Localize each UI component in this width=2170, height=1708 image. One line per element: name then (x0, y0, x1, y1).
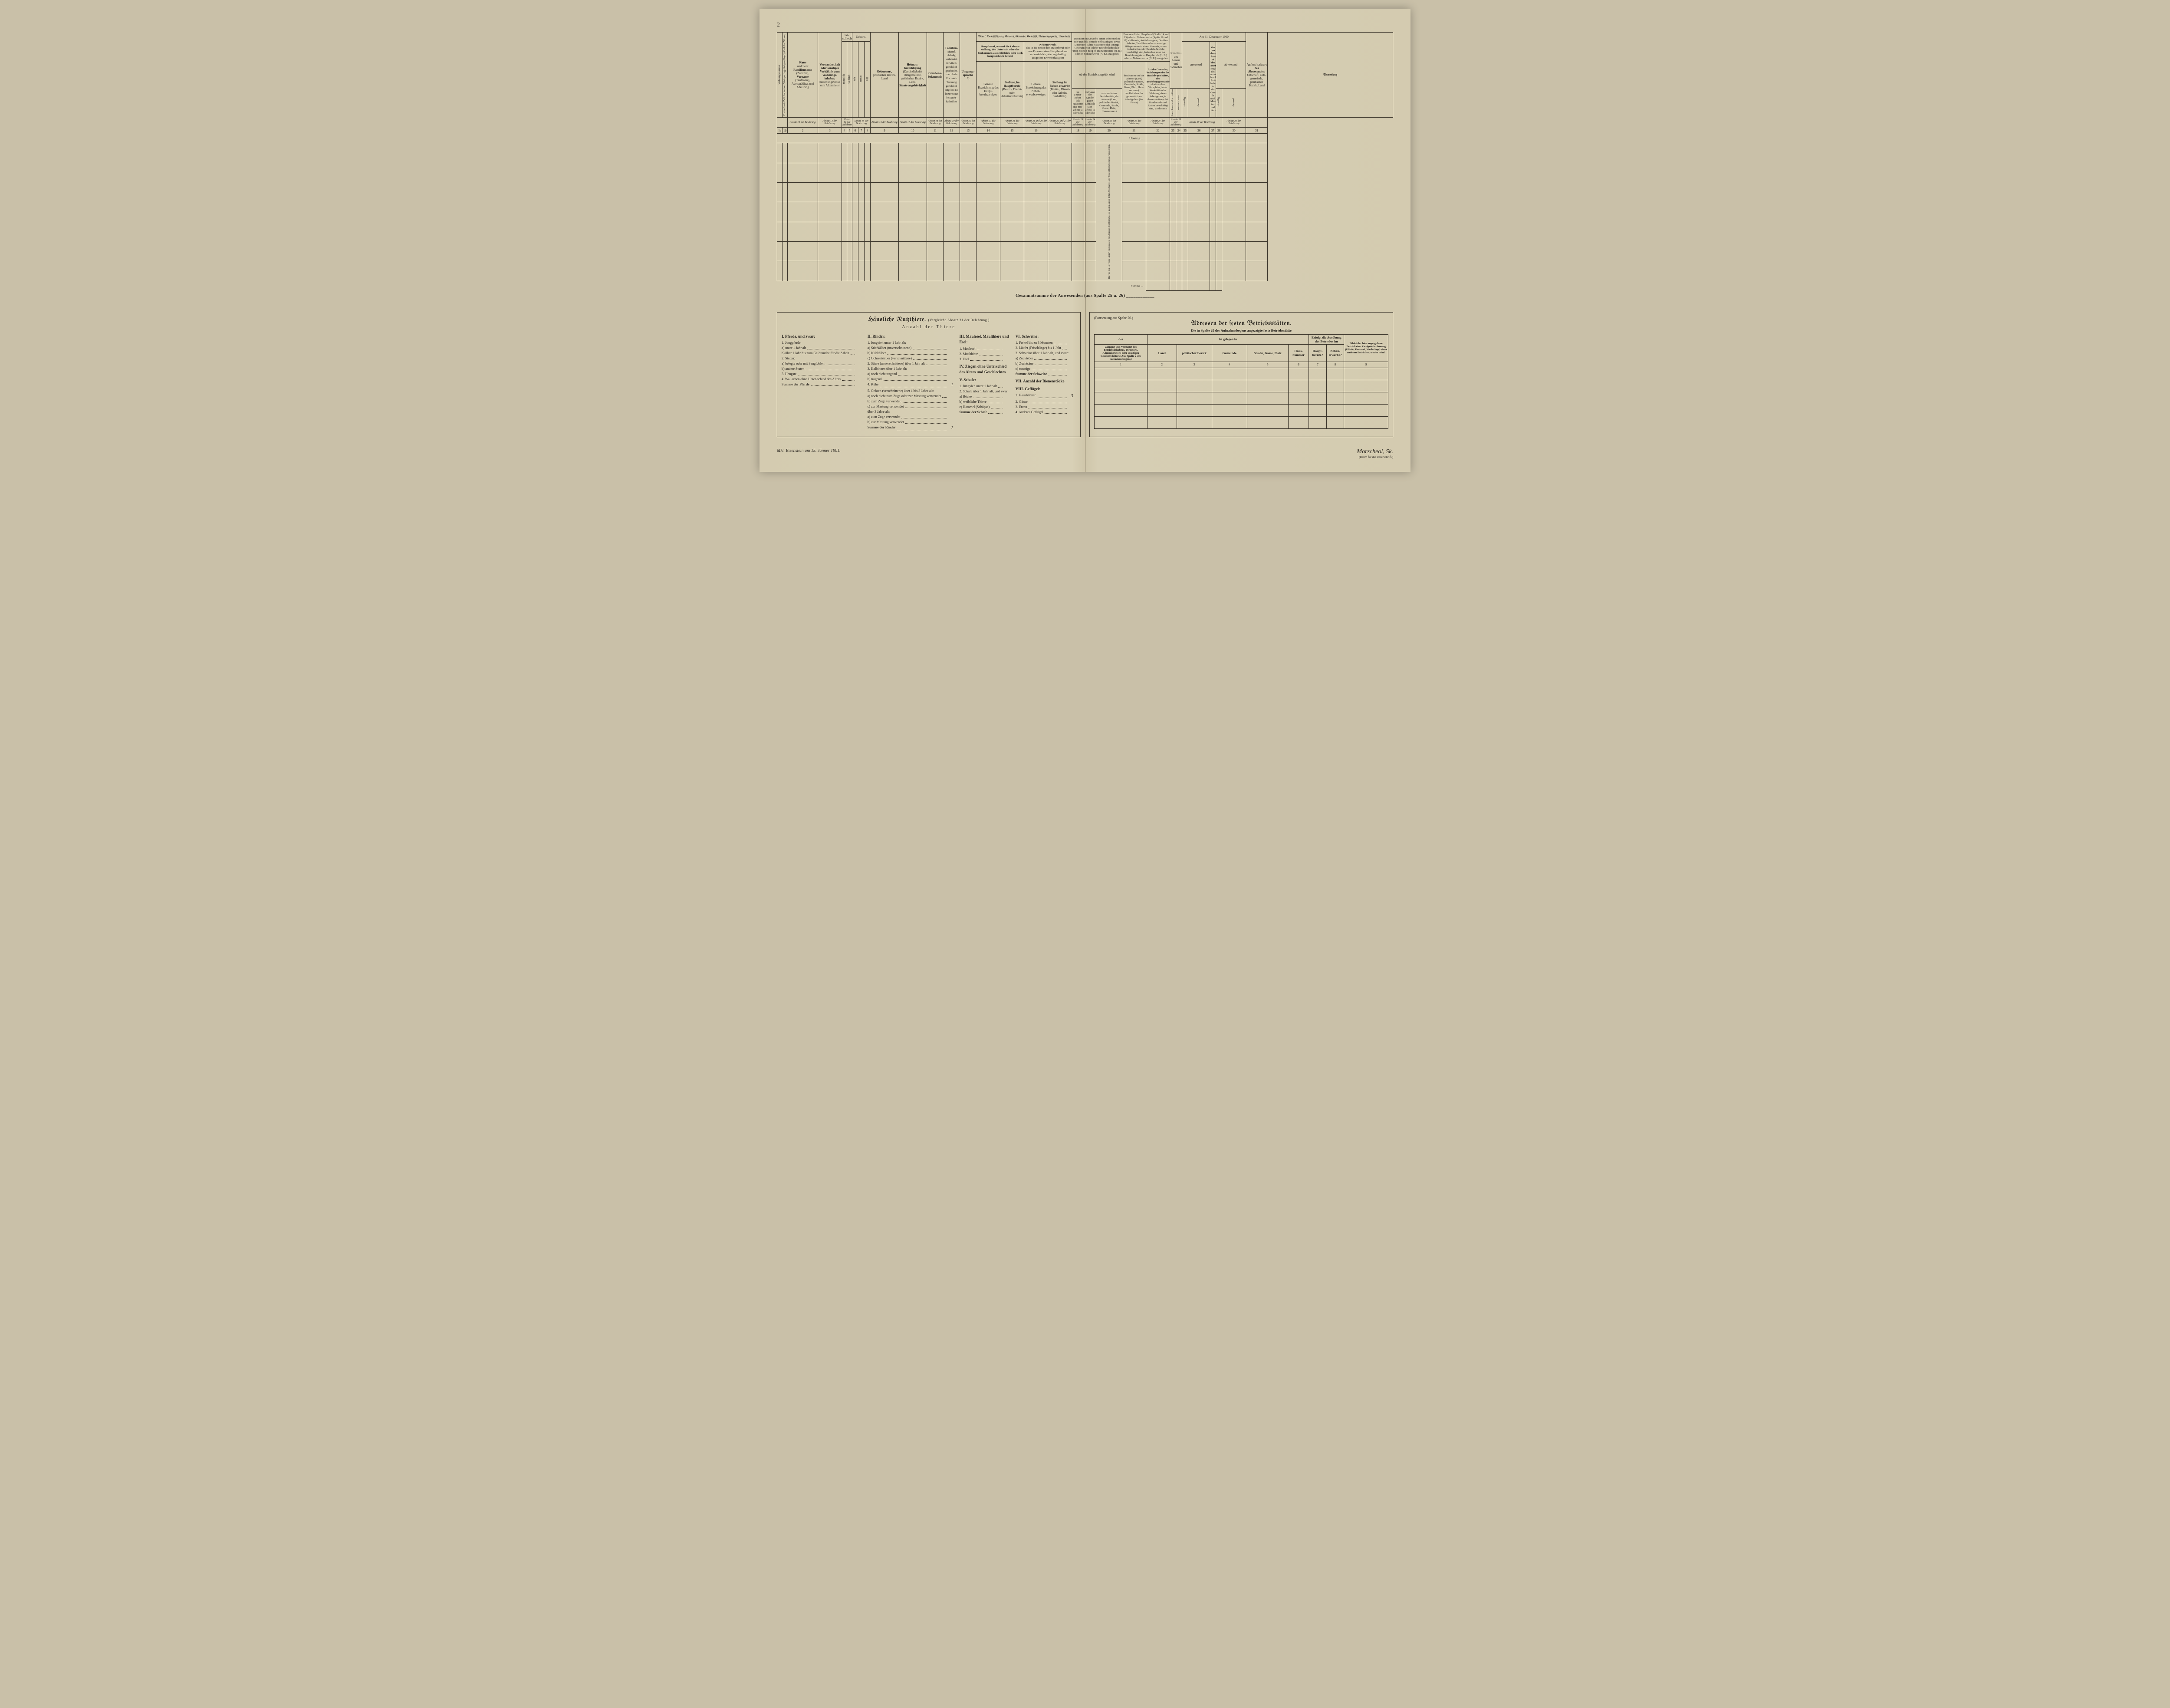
addresses-table: des ist gelegen in Erfolgt die Ausübung … (1094, 334, 1388, 429)
animals-col-1: I. Pferde, und zwar: 1. Jungpferde: a) u… (782, 332, 864, 432)
animals-section: Häusliche Nutzthiere. (Vergleiche Absatz… (777, 312, 1081, 438)
table-row (1095, 380, 1388, 392)
h-weiblich: weiblich (848, 75, 851, 84)
h-geburtsort: Geburtsort, politischer Bezirk, Land (871, 33, 899, 118)
census-form-page: 2 Wohnungsnummer Fortlaufende Zahl der i… (760, 9, 1410, 472)
h-bedienstete: Personen die im Hauptberuf (Spalte 14 un… (1122, 33, 1170, 62)
h-umgangssprache: Umgangs-sprache*) (960, 33, 976, 118)
animals-col-4: VI. Schweine: 1. Ferkel bis zu 3 Monaten… (1016, 332, 1076, 432)
table-row (1095, 416, 1388, 428)
h-aufenthalt: Aufent-haltsort des Abwesenden, Ortschaf… (1246, 33, 1268, 118)
h-col29: dauernd (1233, 98, 1236, 106)
h-betrieb: Die in einem Gewerbe, einem indu-striell… (1072, 33, 1122, 62)
h-name: Name und zwar Familienname(Zuname), Vorn… (788, 33, 818, 118)
addr-title: Adressen der festen Betriebsstätten. (1094, 320, 1388, 327)
addresses-section: (Fortsetzung aus Spalte 20.) Adressen de… (1089, 312, 1393, 438)
animals-col-3: III. Maulesel, Maulthiere und Esel: 1. M… (959, 332, 1012, 432)
h-col23: kann lesen und schreiben (1171, 89, 1174, 115)
h-date: Am 31. December 1900 (1182, 33, 1246, 42)
h-monat: Monat (860, 76, 863, 82)
h-col22: Art des Gewerbes, beziehungsweise des Ha… (1146, 62, 1170, 118)
h-col14: Genaue Bezeichnung des Haupt-berufszweig… (976, 62, 1000, 118)
h-hauptberuf: Hauptberuf, worauf die Lebens-stellung, … (976, 42, 1024, 62)
table-row (1095, 392, 1388, 404)
h-geburts: Geburts- (852, 33, 871, 42)
h-lesen: Kenntnis des Lesens und Schreibens (1170, 33, 1182, 89)
h-col18: im Umher-ziehen (als Hausierer oder Stör… (1072, 88, 1084, 118)
h-heimat: Heimats-berechtigung (Zuständigkeit), Or… (899, 33, 927, 118)
animals-title: Häusliche Nutzthiere. (Vergleiche Absatz… (782, 316, 1076, 323)
h-col26: dauernd (1197, 98, 1200, 106)
h-col28: zeitweilig (1217, 97, 1220, 108)
h-maennlich: männlich (843, 74, 846, 84)
animals-subtitle: Anzahl der Thiere (782, 325, 1076, 329)
h-nebenerwerb: Nebenerwerb, das ist die neben dem Haupt… (1024, 42, 1072, 62)
h-col26b: Von den dauernd Anwesenden ist hier anzu… (1210, 42, 1216, 118)
h-col21: den Namen und die Adresse (Land, politis… (1122, 62, 1146, 118)
h-betrieb-sub: ob der Betrieb ausgeübt wird (1072, 62, 1122, 89)
addr-pre: (Fortsetzung aus Spalte 20.) (1094, 316, 1388, 320)
h-tag: Tag (866, 77, 869, 81)
h-col15: Stellung im Hauptberufe (Besitz-, Dienst… (1000, 62, 1024, 118)
h-anwesend: anwesend (1182, 42, 1210, 89)
side-note: Hier ist nur „ja" oder „nein" einzutrage… (1108, 144, 1111, 279)
h-col20: an einer festen Betriebsstätte, die Adre… (1096, 88, 1122, 118)
h-glaubens: Glaubens-bekenntnis (927, 33, 944, 118)
h-col25: zeitweilig (1184, 97, 1187, 108)
signature-right: Morscheol, Sk. (Raum für die Unterschrif… (1357, 448, 1393, 459)
h-col16: Genaue Bezeichnung des Neben-erwerbszwei… (1024, 62, 1048, 118)
h-col1b: Fortlaufende Zahl der in einer Wohnparth… (783, 34, 786, 115)
h-abwesend: ab-wesend (1216, 42, 1246, 89)
h-jahr: Jahr (854, 77, 857, 81)
page-fold (1085, 9, 1086, 472)
h-verwandtschaft: Verwandtschaft oder sonstiges Verhältnis… (818, 33, 842, 118)
h-col24: kann nur lesen (1177, 95, 1180, 110)
h-familienstand: Familien-stand, ob ledig, verheiratet, v… (944, 33, 960, 118)
h-col17: Stellung im Neben-erwerbe (Besitz-, Dien… (1048, 62, 1072, 118)
animals-col-2: II. Rinder: 1. Jungvieh unter 1 Jahr alt… (868, 332, 956, 432)
table-row (1095, 404, 1388, 416)
table-row (1095, 368, 1388, 380)
addr-sub: Die in Spalte 20 des Aufnahmsbogens ange… (1094, 329, 1388, 332)
signature-left: Mkt. Eisenstein am 15. Jänner 1901. (777, 448, 841, 459)
h-anmerkung: Anmerkung (1268, 33, 1393, 118)
h-geschlecht: Ge-schlecht (842, 33, 852, 42)
h-beruf: Beruf, Beschäftigung, Erwerb, Gewerbe, G… (976, 33, 1072, 42)
h-col1a: Wohnungsnummer (778, 65, 781, 85)
